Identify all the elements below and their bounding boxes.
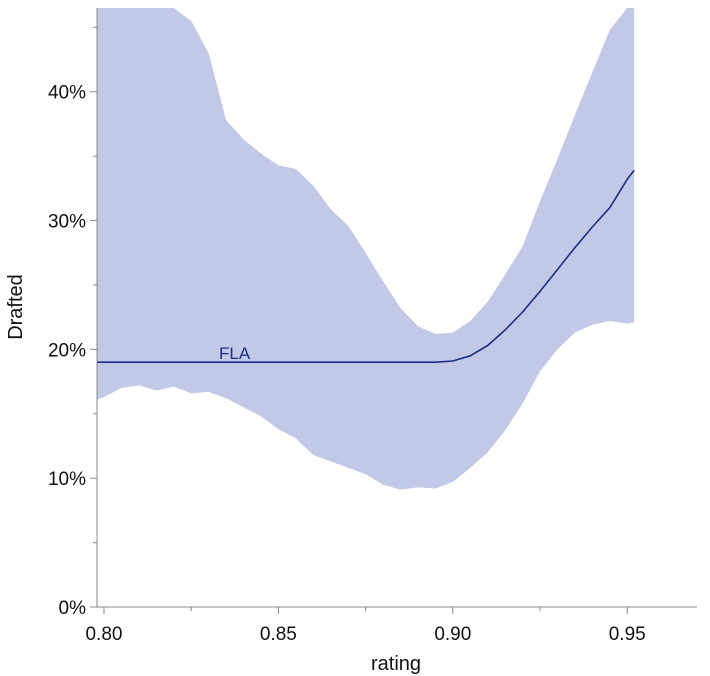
y-tick-label: 10% [48,469,86,490]
y-tick-label: 0% [59,598,87,619]
x-tick-label: 0.95 [609,624,646,645]
x-tick-label: 0.90 [434,624,471,645]
series-line-layer [97,169,635,364]
y-axis-ticks: 0% 10% 20% 30% 40% [48,26,97,619]
y-tick-label: 40% [48,83,86,104]
confidence-band [97,8,635,490]
x-tick-label: 0.80 [85,624,122,645]
series-label-fla: FLA [219,344,251,363]
x-axis-ticks: 0.80 0.85 0.90 0.95 [85,607,646,645]
x-axis-title: rating [371,653,421,675]
axes [96,8,697,608]
y-tick-label: 20% [48,340,86,361]
series-line-fla [97,169,635,364]
confidence-band-layer [97,8,635,490]
y-tick-label: 30% [48,212,86,233]
y-axis-title: Drafted [5,274,27,340]
x-tick-label: 0.85 [260,624,297,645]
